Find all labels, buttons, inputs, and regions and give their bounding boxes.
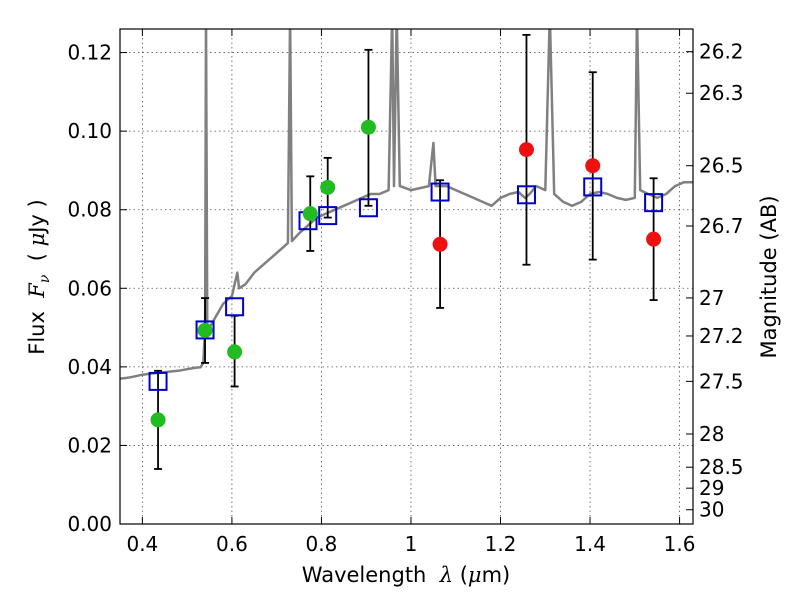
x-axis-unit-mu: μ xyxy=(468,563,482,587)
green-data-point xyxy=(302,206,318,222)
x-axis-label: Wavelength λ (μm) xyxy=(302,563,510,587)
green-data-point xyxy=(227,344,243,360)
x-tick-label: 1.2 xyxy=(485,532,517,556)
red-data-point xyxy=(646,231,662,247)
x-tick-label: 1 xyxy=(405,532,418,556)
model-box xyxy=(583,177,603,197)
model-spectrum-line xyxy=(120,29,693,380)
model-box xyxy=(148,371,168,391)
model-box xyxy=(318,206,338,226)
y2-tick-label: 27.5 xyxy=(699,369,744,393)
y-axis-symbol: F xyxy=(25,282,49,299)
y2-tick-label: 26.5 xyxy=(699,154,744,178)
y-tick-label: 0.02 xyxy=(67,433,112,457)
y-tick-label: 0.04 xyxy=(67,355,112,379)
plot-frame xyxy=(119,28,694,525)
x-tick-label: 1.6 xyxy=(664,532,696,556)
y-tick-label: 0.06 xyxy=(67,276,112,300)
model-spectrum xyxy=(120,29,693,380)
green-data-point xyxy=(320,179,336,195)
model-box xyxy=(644,193,664,213)
y2-axis-label: Magnitude (AB) xyxy=(757,195,781,358)
red-data-point xyxy=(585,158,601,174)
y2-tick-label: 27.2 xyxy=(699,324,744,348)
y-tick-label: 0.08 xyxy=(67,198,112,222)
x-tick-label: 1.4 xyxy=(574,532,606,556)
y2-tick-label: 26.3 xyxy=(699,81,744,105)
x-tick-label: 0.8 xyxy=(306,532,338,556)
green-data-point xyxy=(150,412,166,428)
axes-ticks: 0.4 0.6 0.8 1 1.2 1.4 1.6 0.00 0.02 0.04 0.06 0.08 0… xyxy=(67,29,744,556)
green-data-point xyxy=(197,322,213,338)
model-box xyxy=(430,182,450,202)
y2-tick-label: 26.7 xyxy=(699,214,744,238)
y-tick-label: 0.12 xyxy=(67,41,112,65)
model-photometry-boxes xyxy=(148,177,664,391)
model-box xyxy=(195,320,215,340)
y-axis-label: Flux Fν ( μJy ) xyxy=(25,199,53,354)
model-box xyxy=(358,198,378,218)
x-tick-label: 0.4 xyxy=(126,532,158,556)
red-data-point xyxy=(432,236,448,252)
y-axis-symbol-sub: ν xyxy=(37,274,53,283)
error-bars xyxy=(154,33,658,470)
y2-tick-label: 27 xyxy=(699,286,724,310)
grid-lines xyxy=(120,29,693,524)
y-tick-label: 0.00 xyxy=(67,512,112,536)
model-box xyxy=(225,297,245,317)
y2-tick-label: 29 xyxy=(699,476,724,500)
y2-tick-label: 28.5 xyxy=(699,455,744,479)
y2-tick-label: 30 xyxy=(699,498,724,522)
y2-tick-label: 26.2 xyxy=(699,40,744,64)
observed-points xyxy=(150,119,662,428)
x-tick-label: 0.6 xyxy=(216,532,248,556)
green-data-point xyxy=(360,119,376,135)
y2-tick-label: 28 xyxy=(699,422,724,446)
y-tick-label: 0.10 xyxy=(67,119,112,143)
red-data-point xyxy=(518,142,534,158)
model-box xyxy=(516,185,536,205)
y-axis-unit-mu: μ xyxy=(25,233,49,247)
x-axis-symbol: λ xyxy=(439,563,453,587)
